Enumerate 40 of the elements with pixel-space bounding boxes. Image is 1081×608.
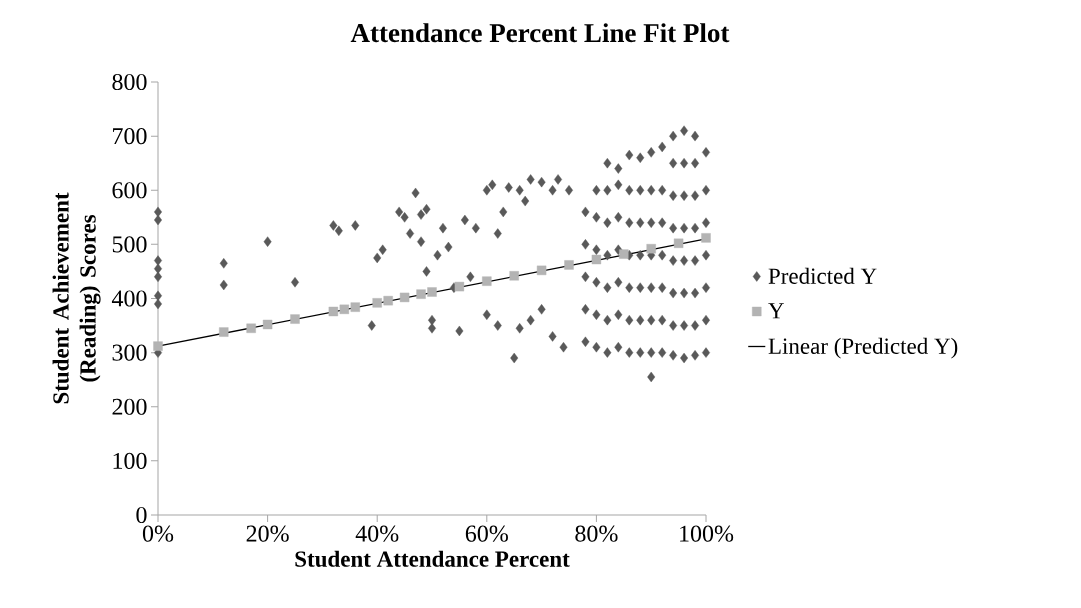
- point: [536, 265, 547, 276]
- y-tick-label: 800: [112, 73, 147, 91]
- point: [290, 314, 300, 324]
- x-tick-label: 100%: [680, 525, 734, 542]
- x-tick-label: 0%: [142, 525, 174, 542]
- legend-label: Linear (Predicted Y): [768, 337, 958, 359]
- point: [673, 238, 684, 248]
- y-tick-label: 500: [112, 236, 147, 253]
- x-axis-title: Student Attendance Percent: [295, 550, 570, 567]
- y-tick-label: 100: [113, 452, 147, 469]
- point: [591, 254, 602, 265]
- y-axis-title: Student Achievement (Reading) Scores: [52, 192, 101, 404]
- y-tick-label: 600: [112, 182, 147, 199]
- point: [399, 292, 410, 303]
- point: [383, 295, 393, 306]
- y-tick-label: 300: [112, 344, 147, 361]
- chart-title: Attendance Percent Line Fit Plot: [350, 23, 730, 43]
- legend-label: Predicted Y: [768, 267, 877, 284]
- point: [262, 319, 273, 330]
- point: [701, 233, 711, 243]
- point: [416, 289, 426, 299]
- x-tick-label: 80%: [575, 525, 618, 542]
- x-tick-label: 60%: [465, 525, 508, 542]
- legend-label: Y: [768, 303, 784, 319]
- point: [328, 306, 339, 317]
- x-tick-label: 40%: [355, 525, 399, 542]
- point: [372, 298, 382, 308]
- point: [427, 287, 437, 297]
- point: [219, 327, 229, 337]
- point: [246, 323, 256, 333]
- point: [339, 304, 350, 315]
- x-tick-label: 20%: [246, 525, 289, 542]
- y-tick-label: 400: [111, 290, 147, 307]
- point: [482, 276, 492, 286]
- y-tick-label: 700: [113, 128, 147, 145]
- point: [564, 260, 574, 270]
- point: [509, 271, 519, 281]
- point: [350, 302, 360, 312]
- y-tick-label: 0: [136, 506, 147, 524]
- y-tick-label: 200: [112, 398, 147, 415]
